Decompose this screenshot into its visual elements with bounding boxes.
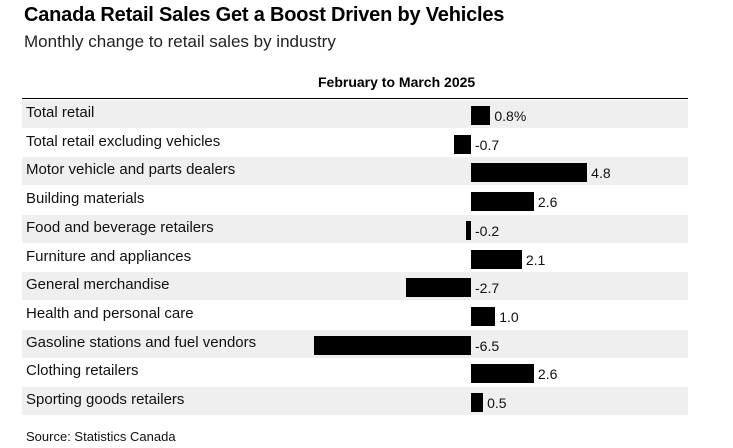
- table-row: Health and personal care 1.0: [22, 301, 688, 329]
- bar: [471, 106, 491, 125]
- category-label: Sporting goods retailers: [26, 391, 185, 408]
- table-row: Building materials 2.6: [22, 186, 688, 214]
- value-label: 2.6: [537, 194, 558, 211]
- category-label: General merchandise: [26, 276, 170, 294]
- category-label: Food and beverage retailers: [26, 218, 214, 236]
- value-label: -2.7: [475, 280, 500, 297]
- table-row: Furniture and appliances 2.1: [22, 244, 688, 272]
- value-label: -6.5: [475, 337, 500, 354]
- category-label: Total retail excluding vehicles: [26, 132, 221, 150]
- bar: [471, 306, 496, 326]
- table-row: Clothing retailers 2.6: [22, 358, 688, 386]
- bar: [471, 163, 588, 183]
- header-rule: [22, 98, 688, 99]
- chart-subtitle: Monthly change to retail sales by indust…: [24, 32, 336, 51]
- category-label: Building materials: [26, 190, 145, 208]
- bar: [471, 393, 484, 412]
- value-label: 2.1: [525, 251, 546, 268]
- table-row: Food and beverage retailers -0.2: [22, 214, 688, 243]
- category-label: Motor vehicle and parts dealers: [26, 161, 236, 179]
- bar: [454, 134, 471, 154]
- value-label: 0.8%: [494, 108, 527, 124]
- bar: [313, 335, 471, 355]
- category-label: Total retail: [26, 104, 95, 121]
- table-row: Total retail excluding vehicles -0.7: [22, 129, 688, 157]
- table-row: Motor vehicle and parts dealers 4.8: [22, 157, 688, 186]
- bar: [471, 249, 522, 269]
- value-label: -0.2: [475, 222, 500, 239]
- chart-title: Canada Retail Sales Get a Boost Driven b…: [24, 4, 505, 26]
- bar: [466, 220, 471, 240]
- bar: [471, 364, 534, 384]
- table-row: General merchandise -2.7: [22, 272, 688, 301]
- value-label: -0.7: [475, 136, 500, 153]
- value-label: 4.8: [591, 165, 611, 182]
- bar: [471, 192, 534, 212]
- category-label: Clothing retailers: [26, 362, 139, 380]
- value-label: 1.0: [499, 308, 519, 325]
- category-label: Health and personal care: [26, 304, 194, 322]
- table-row: Total retail 0.8%: [22, 100, 688, 128]
- bar: [405, 278, 471, 298]
- value-label: 0.5: [487, 395, 507, 411]
- table-row: Gasoline stations and fuel vendors -6.5: [22, 329, 688, 358]
- table-row: Sporting goods retailers 0.5: [22, 387, 688, 415]
- column-header: February to March 2025: [318, 74, 476, 90]
- category-label: Gasoline stations and fuel vendors: [26, 333, 257, 351]
- value-label: 2.6: [537, 366, 558, 383]
- category-label: Furniture and appliances: [26, 247, 192, 265]
- source-note: Source: Statistics Canada: [26, 429, 176, 444]
